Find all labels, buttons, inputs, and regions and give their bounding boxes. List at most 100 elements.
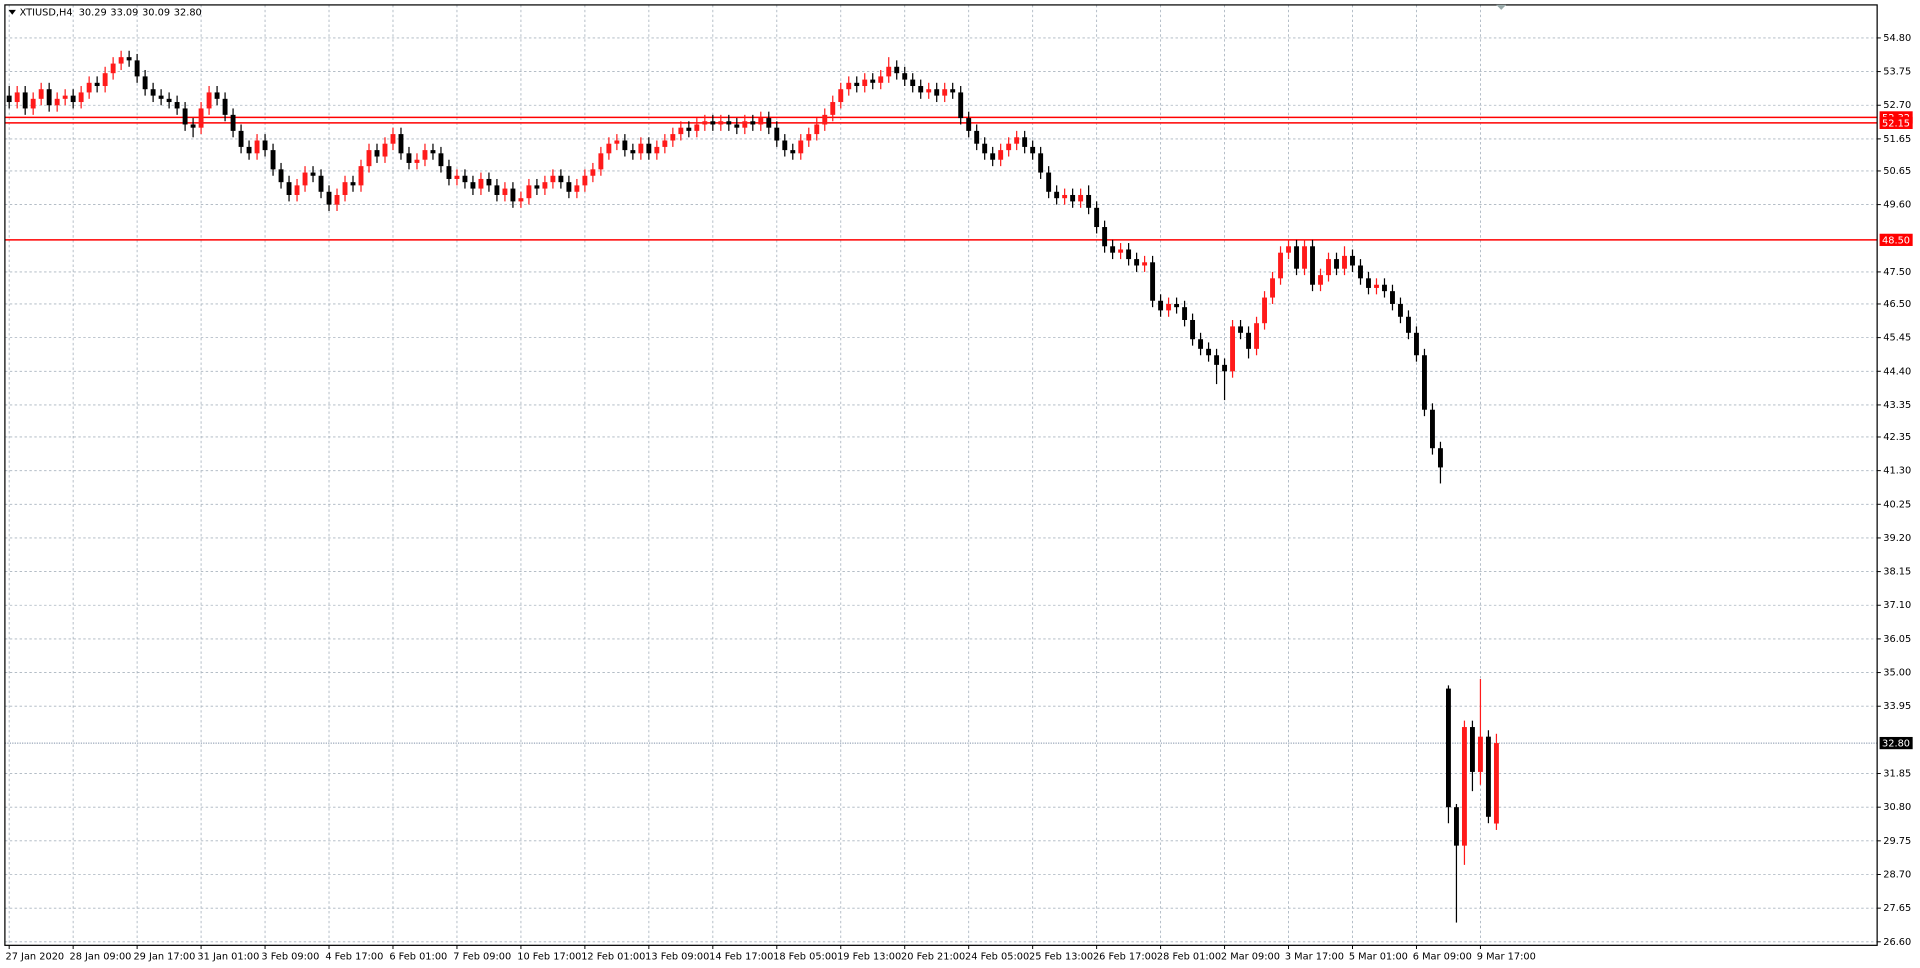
candle-body — [94, 82, 100, 87]
candle-body — [1142, 262, 1148, 266]
x-tick-label: 2 Mar 09:00 — [1221, 951, 1280, 962]
y-tick-label: 39.20 — [1883, 533, 1911, 544]
candle-body — [774, 127, 780, 141]
candle-body — [878, 76, 884, 83]
x-tick-label: 29 Jan 17:00 — [133, 951, 195, 962]
x-tick-label: 10 Feb 17:00 — [517, 951, 581, 962]
candle-body — [1262, 297, 1267, 324]
x-tick-label: 20 Feb 21:00 — [901, 951, 965, 962]
candle-body — [1190, 319, 1196, 340]
y-tick-label: 30.80 — [1883, 802, 1911, 813]
shift-marker — [1496, 4, 1507, 10]
candle-body — [326, 191, 332, 205]
y-tick-label: 54.80 — [1883, 33, 1911, 44]
candle-body — [110, 63, 116, 74]
candle-body — [502, 188, 508, 195]
candle-body — [1493, 743, 1499, 824]
candle-body — [886, 66, 892, 77]
candle-body — [126, 57, 132, 61]
y-tick-label: 35.00 — [1883, 668, 1911, 679]
candle-body — [190, 124, 196, 128]
candle-body — [678, 127, 684, 135]
candle-body — [198, 108, 204, 128]
candle-body — [606, 143, 612, 154]
candle-body — [1206, 348, 1212, 356]
y-tick-label: 41.30 — [1883, 466, 1911, 477]
candle-body — [1126, 249, 1132, 260]
candle-body — [558, 175, 564, 183]
candle-body — [1014, 137, 1020, 144]
x-tick-label: 9 Mar 17:00 — [1477, 951, 1536, 962]
candle-body — [470, 182, 476, 189]
candle-body — [1110, 246, 1116, 253]
candle-body — [1461, 727, 1467, 846]
candle-body — [1382, 284, 1387, 292]
candle-body — [54, 98, 60, 106]
candle-body — [1238, 326, 1244, 333]
y-tick-label: 42.35 — [1883, 432, 1911, 443]
candle-body — [630, 150, 636, 154]
candle-body — [1158, 300, 1164, 311]
candle-body — [534, 185, 540, 189]
x-tick-label: 14 Feb 17:00 — [709, 951, 773, 962]
candle-body — [1358, 265, 1363, 279]
candle-body — [1030, 146, 1036, 154]
y-tick-label: 31.85 — [1883, 769, 1911, 780]
candle-body — [518, 198, 524, 202]
x-tick-label: 3 Mar 17:00 — [1285, 951, 1344, 962]
candle-body — [1326, 259, 1331, 276]
y-tick-label: 37.10 — [1883, 600, 1911, 611]
candle-body — [1054, 191, 1060, 199]
candle-body — [726, 121, 732, 125]
candle-body — [214, 92, 220, 99]
candle-body — [918, 86, 924, 93]
y-tick-label: 45.45 — [1883, 333, 1911, 344]
candle-body — [910, 79, 916, 87]
candle-body — [158, 95, 164, 99]
candle-body — [430, 150, 436, 154]
candle-body — [742, 121, 748, 128]
price-label: 48.50 — [1882, 235, 1910, 246]
menu-arrow[interactable] — [8, 9, 16, 15]
x-tick-label: 6 Mar 09:00 — [1413, 951, 1472, 962]
candle-body — [1350, 255, 1355, 266]
candle-body — [254, 140, 260, 154]
y-tick-label: 52.70 — [1883, 100, 1911, 111]
candle-body — [566, 182, 572, 192]
candle-body — [1062, 194, 1068, 199]
candle-body — [950, 89, 956, 93]
candle-body — [1430, 409, 1435, 449]
candle-body — [1038, 153, 1044, 173]
price-label-box — [1879, 233, 1913, 246]
candle-body — [718, 121, 724, 125]
x-tick-label: 13 Feb 09:00 — [645, 951, 709, 962]
candle-body — [422, 150, 428, 160]
candle-body — [1078, 194, 1084, 202]
candle-body — [446, 166, 452, 179]
candle-body — [1446, 688, 1451, 808]
labels: 54.80 53.75 52.70 51.65 50.65 49.60 47.50 46.50… — [6, 33, 1913, 962]
candle-body — [662, 140, 668, 147]
y-tick-label: 44.40 — [1883, 366, 1911, 377]
candle-body — [414, 159, 420, 163]
plot-border — [4, 4, 1878, 946]
candle-body — [102, 73, 108, 87]
candle-body — [654, 146, 660, 154]
candle-body — [14, 92, 20, 103]
candle-body — [1118, 249, 1124, 253]
y-tick-label: 43.35 — [1883, 400, 1911, 411]
candle-body — [838, 89, 844, 103]
candle-body — [870, 79, 876, 83]
x-tick-label: 5 Mar 01:00 — [1349, 951, 1408, 962]
candle-body — [670, 134, 676, 141]
price-label: 52.15 — [1882, 118, 1910, 129]
candle-body — [1485, 736, 1491, 817]
candle-body — [830, 102, 836, 115]
y-tick-label: 46.50 — [1883, 299, 1911, 310]
candle-body — [1174, 303, 1180, 308]
candle-body — [902, 73, 908, 80]
candle-body — [46, 89, 52, 106]
candle-body — [366, 150, 372, 167]
candle-body — [974, 130, 980, 144]
candle-body — [574, 185, 580, 192]
